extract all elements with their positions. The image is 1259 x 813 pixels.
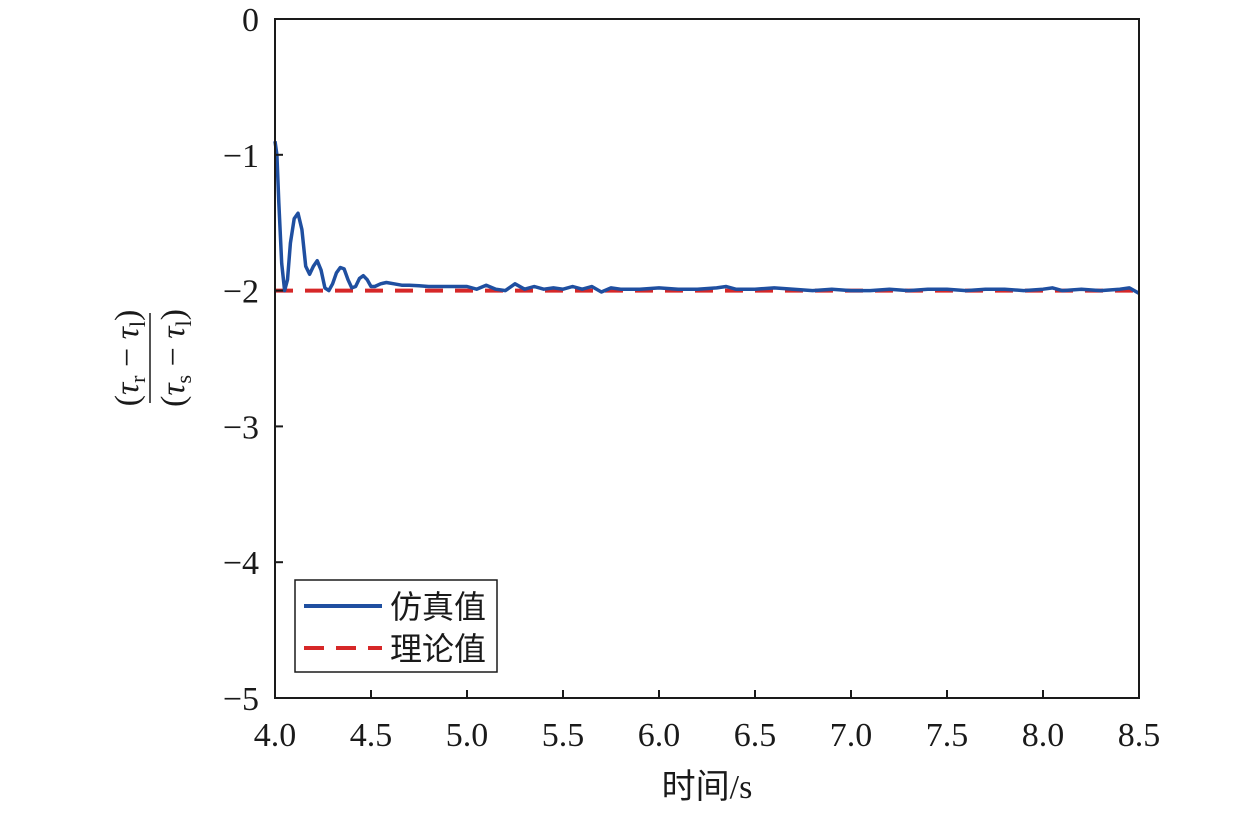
legend-label-simulated: 仿真值: [390, 589, 486, 625]
y-tick-label: −2: [223, 274, 259, 311]
x-tick-label: 7.0: [830, 717, 873, 754]
series-layer: [273, 140, 1140, 295]
legend-label-theoretical: 理论值: [390, 631, 486, 667]
plot-frame: [274, 18, 1140, 699]
x-tick-label: 8.5: [1118, 717, 1161, 754]
x-tick-label: 7.5: [926, 717, 969, 754]
x-tick-label: 6.0: [638, 717, 681, 754]
y-axis-title-numerator: (τr − τl): [109, 310, 150, 407]
ticks-layer: 4.0 4.5 5.0 5.5 6.0 6.5 7.0 7.5 8.0 8.5 0 −1 −2 −3 −4 −…: [223, 2, 1160, 754]
y-tick-label: 0: [242, 2, 259, 39]
x-tick-label: 4.5: [350, 717, 393, 754]
x-tick-label: 5.5: [542, 717, 585, 754]
x-tick-label: 8.0: [1022, 717, 1065, 754]
series-line-simulated: [273, 140, 1140, 295]
y-axis-title-text: (τr − τl): [109, 310, 150, 407]
x-tick-label: 4.0: [254, 717, 297, 754]
x-tick-label: 6.5: [734, 717, 777, 754]
legend-box: [294, 579, 498, 673]
y-tick-label: −3: [223, 409, 259, 446]
x-axis-title: 时间/s: [662, 769, 753, 806]
y-axis-title-denominator: (τs − τl): [155, 309, 196, 407]
y-tick-label: −4: [223, 545, 259, 582]
y-axis-title-text: (τs − τl): [155, 309, 196, 407]
x-tick-label: 5.0: [446, 717, 489, 754]
y-tick-label: −1: [223, 138, 259, 175]
y-tick-label: −5: [223, 681, 259, 718]
legend: 仿真值 理论值: [294, 579, 498, 673]
y-axis-title: (τr − τl) (τs − τl): [109, 309, 196, 407]
